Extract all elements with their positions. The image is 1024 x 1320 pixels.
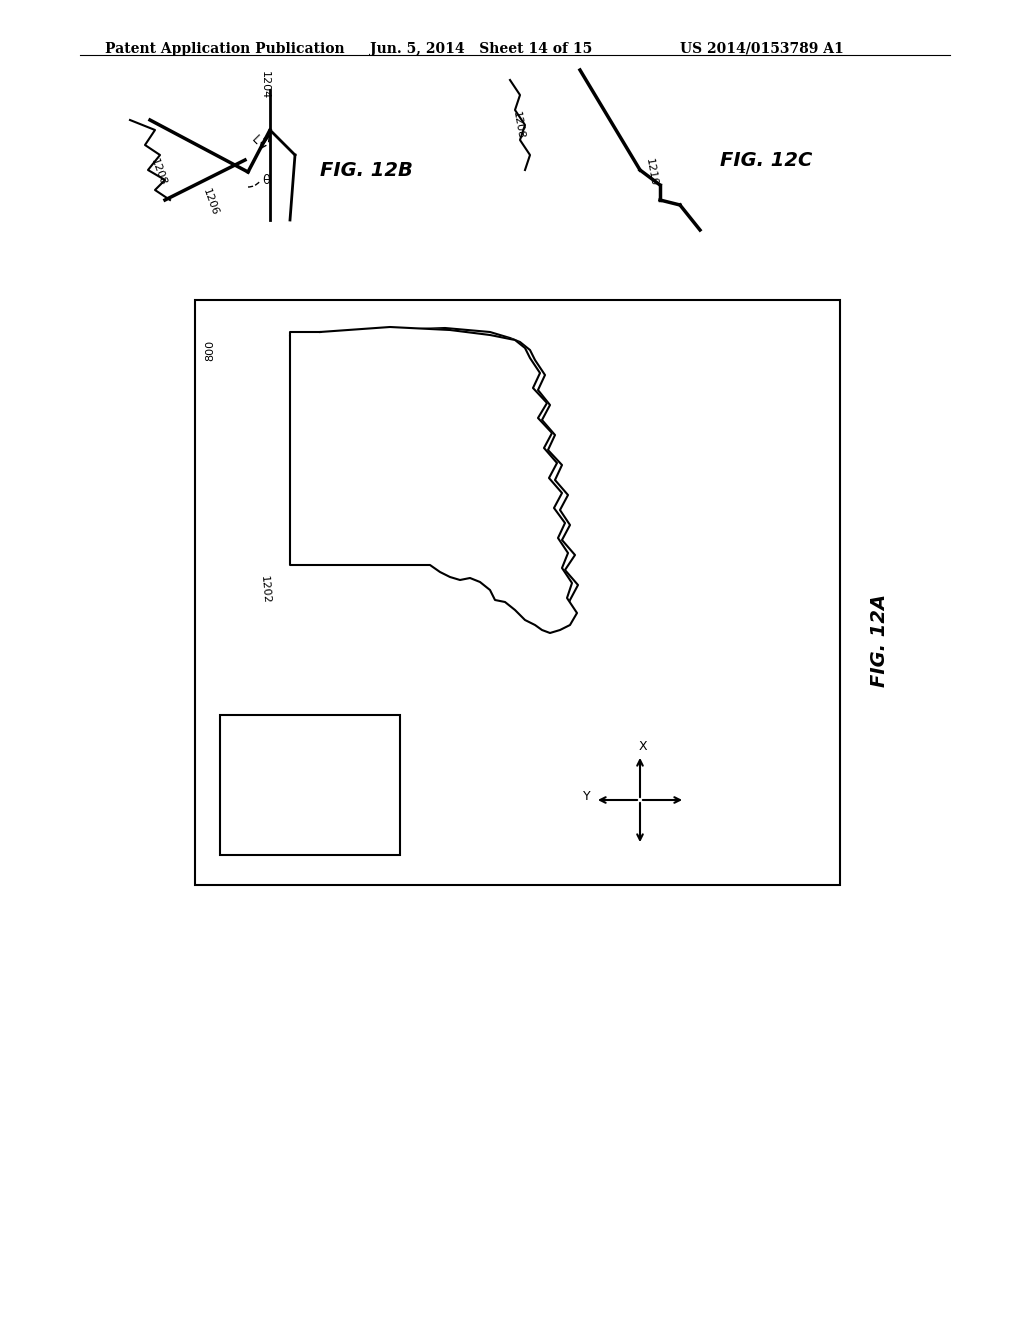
Text: L: L	[249, 133, 263, 147]
Text: US 2014/0153789 A1: US 2014/0153789 A1	[680, 42, 844, 55]
Text: Patent Application Publication: Patent Application Publication	[105, 42, 345, 55]
Bar	[195, 300, 840, 884]
Text: FIG. 12C: FIG. 12C	[720, 150, 812, 169]
Text: 1206: 1206	[201, 187, 219, 216]
Text: FIG. 12A: FIG. 12A	[870, 594, 889, 686]
Bar	[220, 715, 400, 855]
Text: θ: θ	[262, 173, 269, 186]
Text: 1210: 1210	[644, 157, 658, 186]
Text: X: X	[639, 741, 647, 754]
Text: 800: 800	[205, 339, 215, 360]
Text: Y: Y	[584, 791, 591, 804]
Text: 1208: 1208	[511, 111, 525, 140]
Polygon shape	[290, 327, 577, 634]
Text: 1208: 1208	[148, 157, 168, 187]
Text: 1204: 1204	[260, 71, 270, 99]
Text: FIG. 12B: FIG. 12B	[319, 161, 413, 180]
Text: Jun. 5, 2014   Sheet 14 of 15: Jun. 5, 2014 Sheet 14 of 15	[370, 42, 592, 55]
Text: 1202: 1202	[259, 576, 271, 605]
